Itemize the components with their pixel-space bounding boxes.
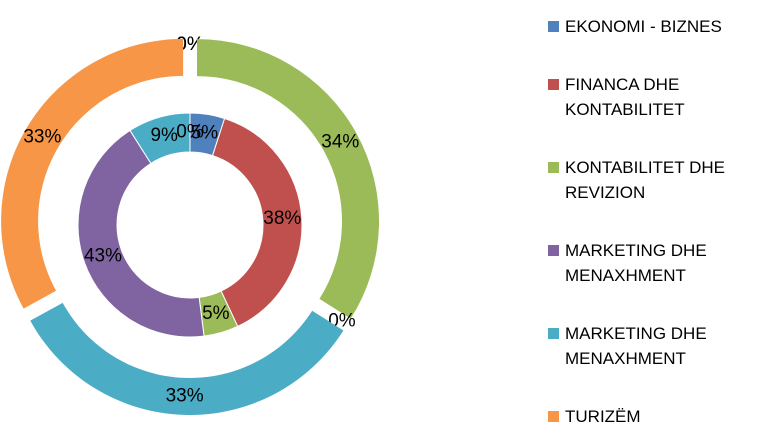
- legend-swatch: [548, 79, 559, 90]
- legend-item: MARKETING DHE MENAXHMENT: [548, 321, 770, 371]
- data-label: 0%: [176, 34, 204, 55]
- data-label: 34%: [321, 131, 359, 152]
- segment: [1, 38, 184, 309]
- data-label: 38%: [263, 208, 301, 229]
- legend-label: EKONOMI - BIZNES: [565, 17, 722, 36]
- legend-label: MARKETING DHE MENAXHMENT: [565, 241, 707, 285]
- legend-swatch: [548, 328, 559, 339]
- legend-item: MARKETING DHE MENAXHMENT: [548, 238, 770, 288]
- data-label: 33%: [23, 127, 61, 148]
- data-label: 33%: [166, 385, 204, 406]
- data-label: 5%: [191, 123, 219, 144]
- segment: [77, 129, 205, 338]
- legend-item: KONTABILITET DHE REVIZION: [548, 155, 770, 205]
- legend-label: FINANCA DHE KONTABILITET: [565, 75, 685, 119]
- legend-swatch: [548, 162, 559, 173]
- data-label: 5%: [202, 303, 230, 324]
- legend-swatch: [548, 245, 559, 256]
- legend-label: MARKETING DHE MENAXHMENT: [565, 324, 707, 368]
- legend-item: TURIZËM: [548, 404, 770, 429]
- segment: [197, 39, 380, 319]
- segment: [129, 112, 191, 165]
- legend-item: FINANCA DHE KONTABILITET: [548, 72, 770, 122]
- legend-swatch: [548, 411, 559, 422]
- segment: [211, 117, 303, 328]
- data-label: 43%: [84, 245, 122, 266]
- legend-label: KONTABILITET DHE REVIZION: [565, 158, 725, 202]
- legend-label: TURIZËM: [565, 407, 641, 426]
- legend-swatch: [548, 21, 559, 32]
- data-label: 0%: [176, 34, 204, 55]
- doughnut: 5%38%5%43%9%0%0%0%34%0%33%33%: [1, 34, 380, 415]
- segment: [30, 302, 344, 415]
- data-label: 9%: [150, 125, 178, 146]
- data-label: 0%: [176, 122, 204, 143]
- legend-item: EKONOMI - BIZNES: [548, 14, 770, 39]
- legend: EKONOMI - BIZNES FINANCA DHE KONTABILITET…: [548, 14, 770, 429]
